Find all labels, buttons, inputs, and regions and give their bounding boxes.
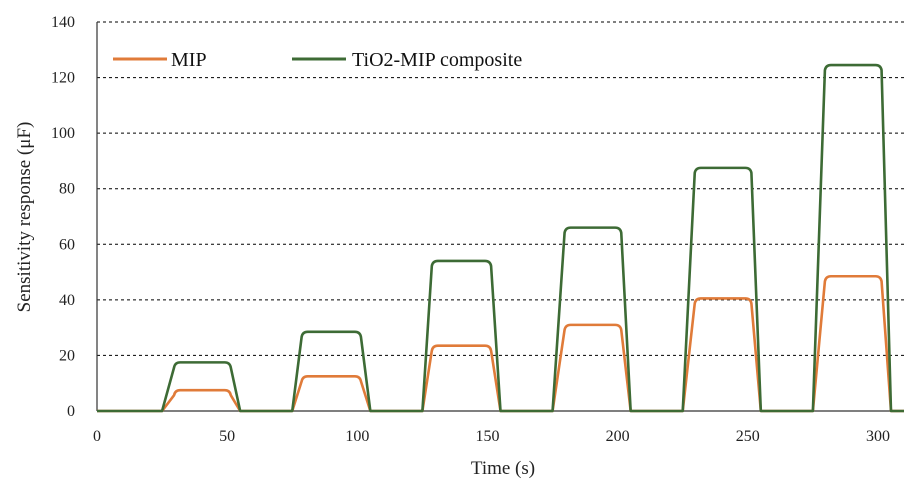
y-tick-label: 40 xyxy=(59,292,75,309)
y-tick-label: 60 xyxy=(59,236,75,253)
x-tick-label: 100 xyxy=(345,428,369,445)
y-tick-label: 20 xyxy=(59,347,75,364)
tick-labels: 0 20 40 60 80 100 120 140 0 50 100 150 200 250 300 xyxy=(51,14,890,445)
legend-label: TiO2-MIP composite xyxy=(352,49,522,71)
y-tick-label: 120 xyxy=(51,70,75,87)
x-tick-label: 50 xyxy=(219,428,235,445)
x-tick-label: 150 xyxy=(475,428,499,445)
y-axis-label: Sensitivity response (μF) xyxy=(14,122,35,313)
x-axis-label: Time (s) xyxy=(471,458,535,479)
x-tick-label: 0 xyxy=(93,428,101,445)
x-tick-label: 200 xyxy=(606,428,630,445)
series-line-tio2-mip-composite xyxy=(97,63,904,413)
y-tick-label: 100 xyxy=(51,125,75,142)
y-tick-label: 80 xyxy=(59,181,75,198)
legend: MIP TiO2-MIP composite xyxy=(113,49,522,71)
y-tick-label: 0 xyxy=(67,403,75,420)
x-tick-label: 250 xyxy=(736,428,760,445)
grid-lines xyxy=(97,21,904,356)
y-tick-label: 140 xyxy=(51,14,75,31)
legend-label: MIP xyxy=(171,49,207,71)
axes xyxy=(96,22,904,412)
x-tick-label: 300 xyxy=(866,428,890,445)
series-lines xyxy=(97,63,904,413)
series-line-mip xyxy=(97,274,904,413)
